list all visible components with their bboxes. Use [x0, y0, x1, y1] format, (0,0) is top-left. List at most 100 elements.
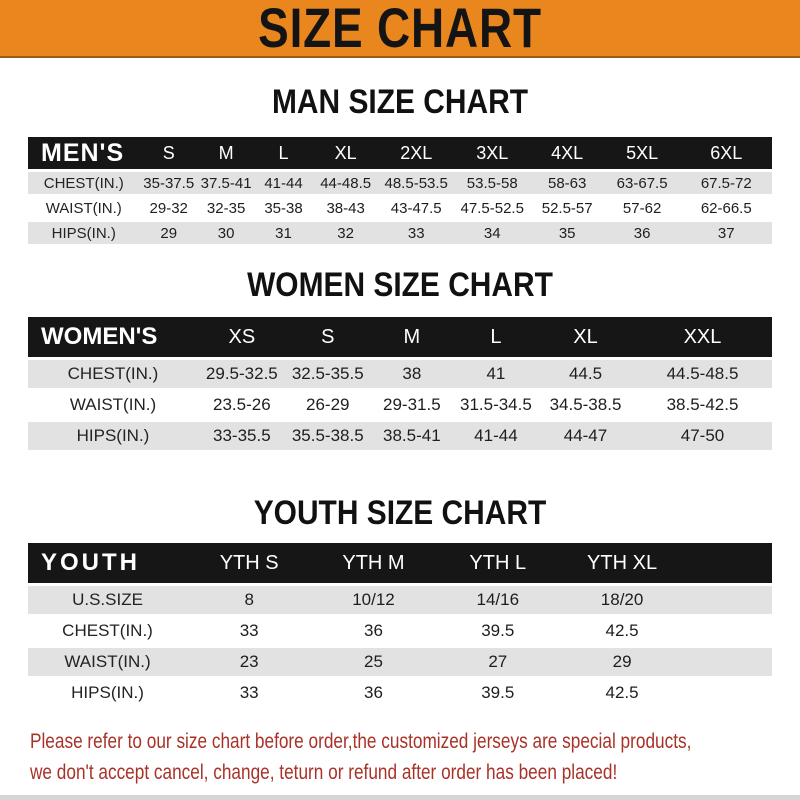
size-value: 47.5-52.5: [460, 199, 524, 217]
column-header: YTH XL: [587, 551, 658, 574]
size-value: 29: [160, 224, 178, 242]
size-value: 32.5-35.5: [291, 364, 364, 383]
size-value: 52.5-57: [541, 199, 593, 217]
header-row: WOMEN'S XS S M L XL XXL: [28, 317, 772, 357]
column-header: YTH S: [219, 551, 279, 574]
size-value: 58-63: [547, 174, 587, 192]
section-title-0: MAN SIZE CHART: [272, 83, 528, 121]
row-label: WAIST(IN.): [45, 199, 122, 217]
column-header: 5XL: [626, 142, 659, 163]
column-header: YTH M: [342, 551, 405, 574]
size-value: 26-29: [306, 395, 350, 414]
size-value: 41-44: [474, 426, 518, 445]
table-group-label: YOUTH: [41, 549, 140, 576]
size-value: 33: [239, 621, 259, 640]
row-label: HIPS(IN.): [51, 224, 116, 242]
size-value: 29-31.5: [383, 395, 441, 414]
table-row: CHEST(IN.) 35-37.5 37.5-41 41-44 44-48.5 48.5…: [28, 172, 772, 194]
column-header: XS: [228, 325, 256, 348]
size-value: 39.5: [481, 621, 515, 640]
table-row: HIPS(IN.) 29 30 31 32 33 34 35 36 37: [28, 222, 772, 244]
table-row: CHEST(IN.) 29.5-32.5 32.5-35.5 38 41 44.5 44.5…: [28, 360, 772, 388]
column-header: M: [403, 325, 421, 348]
table-head: MEN'S S M L XL 2XL 3XL 4XL 5XL 6XL: [28, 137, 772, 169]
size-value: 33: [239, 683, 259, 702]
size-value: 62-66.5: [700, 199, 752, 217]
size-value: 31: [275, 224, 292, 242]
size-value: 35-38: [264, 199, 303, 217]
size-value: 10/12: [352, 590, 395, 609]
size-value: 25: [364, 652, 383, 671]
size-value: 63-67.5: [616, 174, 668, 192]
column-header: L: [278, 142, 289, 163]
size-value: 42.5: [605, 683, 639, 702]
size-value: 42.5: [605, 621, 639, 640]
row-label: CHEST(IN.): [67, 364, 159, 383]
size-value: 33: [407, 224, 425, 242]
table-row: WAIST(IN.) 29-32 32-35 35-38 38-43 43-47.5 47.…: [28, 197, 772, 219]
size-value: 37.5-41: [200, 174, 252, 192]
size-value: 38: [402, 364, 422, 383]
row-label: WAIST(IN.): [64, 652, 151, 671]
filler-cell: [684, 679, 772, 707]
table-body: CHEST(IN.) 29.5-32.5 32.5-35.5 38 41 44.5 44.5…: [28, 360, 772, 450]
row-label: U.S.SIZE: [72, 590, 143, 609]
size-value: 38-43: [326, 199, 365, 217]
size-value: 53.5-58: [466, 174, 518, 192]
column-header: L: [490, 325, 502, 348]
section-title-1: WOMEN SIZE CHART: [247, 266, 553, 304]
size-value: 31.5-34.5: [459, 395, 532, 414]
column-header: XXL: [683, 325, 722, 348]
banner-title: SIZE CHART: [258, 0, 542, 59]
size-value: 34: [483, 224, 501, 242]
section-title-2: YOUTH SIZE CHART: [253, 494, 547, 532]
size-value: 35-37.5: [143, 174, 195, 192]
size-value: 67.5-72: [700, 174, 752, 192]
size-value: 38.5-41: [383, 426, 441, 445]
table-row: CHEST(IN.) 33 36 39.5 42.5: [28, 617, 772, 645]
size-value: 57-62: [622, 199, 662, 217]
size-value: 33-35.5: [213, 426, 271, 445]
footer-line-2: we don't accept cancel, change, teturn o…: [30, 761, 618, 784]
size-value: 41-44: [264, 174, 303, 192]
size-value: 34.5-38.5: [549, 395, 622, 414]
table-body: U.S.SIZE 8 10/12 14/16 18/20 CHEST(IN.) 33 36 39…: [28, 586, 772, 707]
size-value: 29: [612, 652, 632, 671]
table-group-label: WOMEN'S: [41, 323, 158, 350]
table-head: WOMEN'S XS S M L XL XXL: [28, 317, 772, 357]
size-table-1: WOMEN'S XS S M L XL XXL CHEST(IN.) 29.5-32.5 32.5…: [28, 314, 772, 453]
row-label: HIPS(IN.): [76, 426, 150, 445]
column-header: XL: [334, 142, 357, 163]
size-value: 38.5-42.5: [666, 395, 739, 414]
size-value: 44-48.5: [320, 174, 372, 192]
row-label: CHEST(IN.): [43, 174, 124, 192]
table-body: CHEST(IN.) 35-37.5 37.5-41 41-44 44-48.5 48.5…: [28, 172, 772, 244]
column-header: XL: [573, 325, 598, 348]
table-group-label: MEN'S: [41, 138, 125, 167]
row-label: HIPS(IN.): [71, 683, 144, 702]
size-value: 44.5-48.5: [666, 364, 739, 383]
bottom-strip: [0, 795, 800, 800]
size-value: 36: [364, 621, 383, 640]
size-value: 29.5-32.5: [205, 364, 278, 383]
table-row: HIPS(IN.) 33-35.5 35.5-38.5 38.5-41 41-44 44-…: [28, 422, 772, 450]
filler-cell: [684, 648, 772, 676]
column-header: 3XL: [476, 142, 509, 163]
size-value: 48.5-53.5: [384, 174, 448, 192]
size-value: 14/16: [476, 590, 520, 609]
banner: SIZE CHART: [0, 0, 800, 58]
size-value: 8: [244, 590, 254, 609]
table-row: U.S.SIZE 8 10/12 14/16 18/20: [28, 586, 772, 614]
size-value: 29-32: [149, 199, 188, 217]
column-header: 6XL: [710, 142, 743, 163]
column-header: S: [321, 325, 335, 348]
size-value: 18/20: [600, 590, 644, 609]
column-header: S: [162, 142, 175, 163]
header-row: MEN'S S M L XL 2XL 3XL 4XL 5XL 6XL: [28, 137, 772, 169]
table-row: WAIST(IN.) 23 25 27 29: [28, 648, 772, 676]
size-table-0: MEN'S S M L XL 2XL 3XL 4XL 5XL 6XL CHEST(IN.) 35-37…: [28, 134, 772, 247]
table-head: YOUTH YTH S YTH M YTH L YTH XL: [28, 543, 772, 583]
column-header: 2XL: [400, 142, 433, 163]
row-label: CHEST(IN.): [62, 621, 153, 640]
column-header: 4XL: [551, 142, 584, 163]
